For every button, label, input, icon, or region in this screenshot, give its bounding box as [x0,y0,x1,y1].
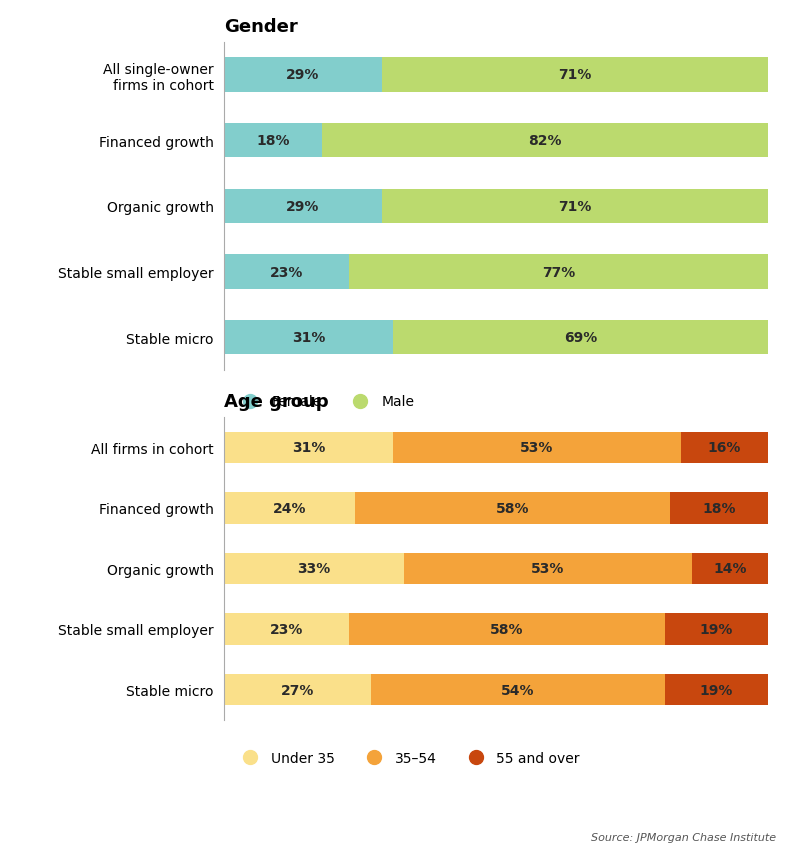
Text: 53%: 53% [531,561,564,576]
Text: 71%: 71% [558,68,591,83]
Text: 24%: 24% [273,501,306,515]
Text: 29%: 29% [286,68,319,83]
Text: 23%: 23% [270,622,303,636]
Bar [322,124,768,158]
Legend: Under 35, 35–54, 55 and over: Under 35, 35–54, 55 and over [231,746,586,770]
Bar [670,492,768,524]
Text: 19%: 19% [700,622,733,636]
Bar [393,432,681,463]
Text: Age group: Age group [224,393,329,411]
Bar [224,255,349,290]
Text: 54%: 54% [501,682,534,697]
Bar [382,58,768,93]
Text: 31%: 31% [292,331,325,345]
Bar [681,432,768,463]
Bar [224,58,382,93]
Bar [224,492,354,524]
Bar [354,492,670,524]
Bar [224,124,322,158]
Bar [665,613,768,645]
Bar [382,189,768,224]
Bar [692,553,768,584]
Text: 14%: 14% [713,561,746,576]
Text: 58%: 58% [490,622,524,636]
Text: 69%: 69% [564,331,597,345]
Text: 33%: 33% [297,561,330,576]
Bar [393,320,768,355]
Text: 31%: 31% [292,440,325,455]
Bar [224,320,393,355]
Text: 53%: 53% [520,440,554,455]
Bar [349,255,768,290]
Text: 58%: 58% [495,501,529,515]
Text: 23%: 23% [270,265,303,279]
Text: 77%: 77% [542,265,575,279]
Bar [224,613,349,645]
Text: 71%: 71% [558,199,591,214]
Bar [371,674,665,705]
Text: Gender: Gender [224,18,298,36]
Bar [224,189,382,224]
Bar [224,674,371,705]
Text: 27%: 27% [281,682,314,697]
Bar [224,432,393,463]
Text: Source: JPMorgan Chase Institute: Source: JPMorgan Chase Institute [591,832,776,842]
Text: 19%: 19% [700,682,733,697]
Bar [224,553,403,584]
Legend: Female, Male: Female, Male [231,389,420,415]
Bar [349,613,665,645]
Text: 16%: 16% [708,440,741,455]
Text: 29%: 29% [286,199,319,214]
Bar [403,553,692,584]
Text: 18%: 18% [702,501,736,515]
Text: 82%: 82% [528,134,562,148]
Bar [665,674,768,705]
Text: 18%: 18% [256,134,290,148]
